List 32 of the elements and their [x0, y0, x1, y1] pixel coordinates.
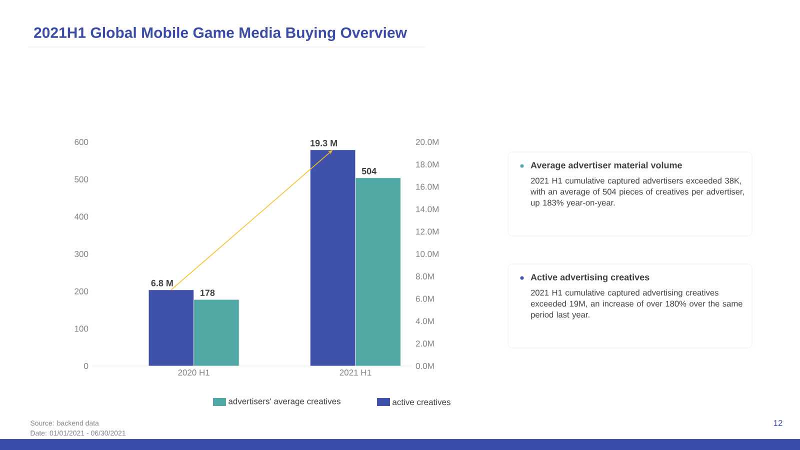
text: Average advertiser material volume [530, 162, 682, 170]
y-tick-label: 100 [74, 326, 88, 332]
y-tick-label: 0 [84, 362, 88, 370]
y2-tick-label: 2.0M [416, 340, 434, 347]
chart-title: 2021H1 Global Mobile Game Media Buying Overview [34, 26, 407, 42]
y-tick-label: 300 [74, 251, 88, 258]
data-label: 178 [200, 290, 215, 296]
y2-tick-label: 18.0M [416, 161, 438, 168]
y2-tick-label: 16.0M [416, 184, 438, 190]
y2-tick-label: 10.0M [416, 250, 438, 258]
y2-tick-label: 6.0M [416, 296, 434, 302]
data-label: 504 [362, 168, 377, 174]
y2-tick-label: 0.0M [416, 362, 434, 370]
y2-tick-label: 20.0M [416, 138, 438, 145]
y2-tick-label: 8.0M [416, 273, 434, 280]
text: 2021 H1 cumulative captured advertising creatives exceeded 19M, an increase of over 180% over the same period last year. [530, 290, 742, 320]
y2-tick-label: 14.0M [416, 206, 438, 212]
y-tick-label: 600 [74, 139, 88, 146]
y-tick-label: 500 [74, 176, 88, 182]
y2-tick-label: 4.0M [416, 318, 434, 324]
x-tick-label: 2021 H1 [340, 370, 372, 376]
data-label: 19.3 M [310, 140, 337, 146]
text: 2021 H1 cumulative captured advertisers exceeded 38K, with an average of 504 pieces of creatives per advertiser, up 183% year-on-year. [530, 178, 744, 208]
data-label: 6.8 M [151, 280, 173, 286]
text: 12 [774, 420, 782, 426]
y2-tick-label: 12.0M [416, 228, 438, 235]
y-tick-label: 200 [74, 288, 88, 294]
y-tick-label: 400 [74, 214, 88, 220]
text: Active advertising creatives [530, 274, 650, 282]
legend-label: advertisers' average creatives [228, 398, 341, 406]
x-tick-label: 2020 H1 [178, 370, 210, 376]
legend-label: active creatives [392, 398, 450, 406]
